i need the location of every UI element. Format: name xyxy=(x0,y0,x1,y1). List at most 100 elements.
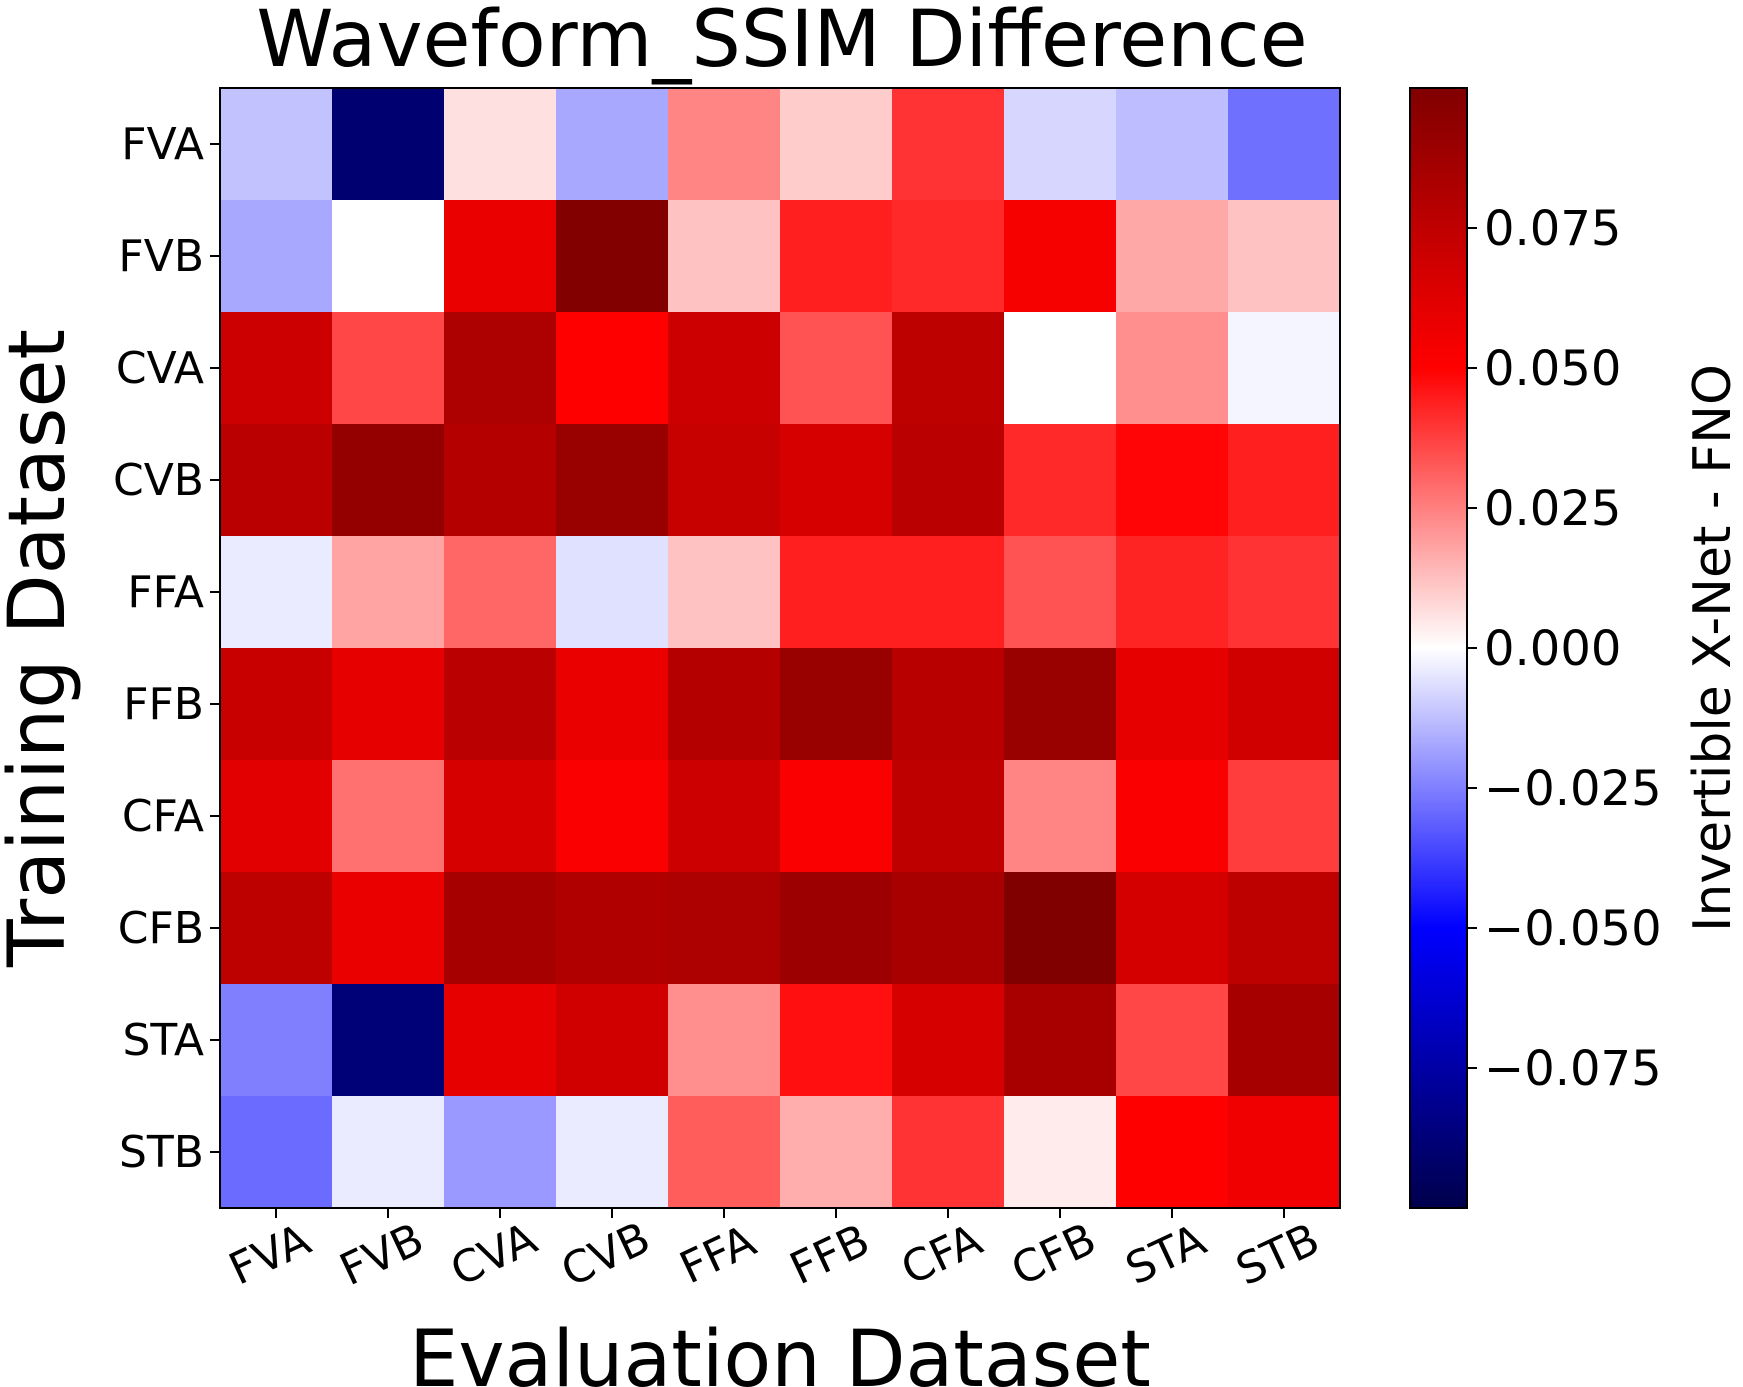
colorbar-tick-label: −0.075 xyxy=(1484,1041,1662,1097)
heatmap-cell-CVB-CVB xyxy=(556,424,669,537)
heatmap-cell-FFA-FFA xyxy=(668,536,781,649)
heatmap-cell-CVB-STB xyxy=(1228,424,1341,537)
heatmap-cell-FFB-FFA xyxy=(668,648,781,761)
heatmap-cell-CFB-CFB xyxy=(1004,872,1117,985)
x-tick-label-STB: STB xyxy=(1229,1214,1328,1296)
heatmap-cell-CFB-STA xyxy=(1116,872,1229,985)
heatmap-cell-CVB-CFA xyxy=(892,424,1005,537)
heatmap-cell-CVA-CFB xyxy=(1004,312,1117,425)
heatmap-cell-CFB-CVB xyxy=(556,872,669,985)
heatmap-cell-FFB-STA xyxy=(1116,648,1229,761)
heatmap-cell-FVB-FVB xyxy=(332,200,445,313)
colorbar-tick-label: −0.025 xyxy=(1484,761,1662,817)
heatmap-cell-FVB-FVA xyxy=(220,200,333,313)
y-tick-label-FFA: FFA xyxy=(127,567,204,618)
heatmap-cell-STA-CFB xyxy=(1004,984,1117,1097)
x-tick-label-CFA: CFA xyxy=(894,1214,990,1295)
heatmap-cell-STA-CVA xyxy=(444,984,557,1097)
y-tick-label-STA: STA xyxy=(123,1015,205,1066)
heatmap-cell-FFA-CFB xyxy=(1004,536,1117,649)
colorbar-tick-label: 0.050 xyxy=(1484,341,1621,397)
heatmap-cell-CFA-FFB xyxy=(780,760,893,873)
heatmap-cell-CFA-CFA xyxy=(892,760,1005,873)
heatmap-cell-CFB-FVA xyxy=(220,872,333,985)
heatmap-cell-CVB-FVA xyxy=(220,424,333,537)
heatmap-cell-CVA-STB xyxy=(1228,312,1341,425)
heatmap-cell-FVB-STA xyxy=(1116,200,1229,313)
heatmap-cell-STA-FFB xyxy=(780,984,893,1097)
heatmap-cell-FVB-FFB xyxy=(780,200,893,313)
heatmap-cell-STA-STB xyxy=(1228,984,1341,1097)
heatmap-cell-CVA-CVA xyxy=(444,312,557,425)
colorbar-label: Invertible X-Net - FNO xyxy=(1683,364,1743,932)
colorbar xyxy=(1409,87,1468,1209)
heatmap-cell-STB-STA xyxy=(1116,1096,1229,1209)
heatmap-cell-STB-CVA xyxy=(444,1096,557,1209)
heatmap-cell-FVA-FVB xyxy=(332,88,445,201)
heatmap-cell-FFA-STA xyxy=(1116,536,1229,649)
heatmap-cell-CFB-FVB xyxy=(332,872,445,985)
heatmap-cell-STA-FVB xyxy=(332,984,445,1097)
heatmap-cell-CVA-FFB xyxy=(780,312,893,425)
heatmap-cell-STA-FFA xyxy=(668,984,781,1097)
heatmap-cell-CFA-STA xyxy=(1116,760,1229,873)
heatmap-cell-CFA-CVB xyxy=(556,760,669,873)
colorbar-tick-label: 0.025 xyxy=(1484,481,1621,537)
heatmap-cell-FFA-FFB xyxy=(780,536,893,649)
x-axis-ticks: FVA FVB CVA CVB FFA FFB CFA CFB STA STB xyxy=(222,1208,1328,1298)
heatmap-cell-FFB-STB xyxy=(1228,648,1341,761)
heatmap-cell-CFB-CFA xyxy=(892,872,1005,985)
heatmap-cell-FFB-CFA xyxy=(892,648,1005,761)
y-tick-label-FVB: FVB xyxy=(118,231,204,282)
heatmap-cell-CVA-FVA xyxy=(220,312,333,425)
heatmap-cell-FVA-CFA xyxy=(892,88,1005,201)
x-tick-label-CVB: CVB xyxy=(554,1213,658,1298)
y-tick-label-CFB: CFB xyxy=(118,903,204,954)
heatmap-cell-CVB-FFA xyxy=(668,424,781,537)
heatmap-cell-STB-FFB xyxy=(780,1096,893,1209)
x-tick-label-STA: STA xyxy=(1118,1215,1213,1296)
heatmap-cell-STB-CVB xyxy=(556,1096,669,1209)
heatmap-cell-CFB-STB xyxy=(1228,872,1341,985)
heatmap-cell-CVB-STA xyxy=(1116,424,1229,537)
heatmap-cell-CVB-CVA xyxy=(444,424,557,537)
x-tick-label-FFA: FFA xyxy=(672,1216,763,1295)
y-tick-label-FFB: FFB xyxy=(123,679,204,730)
x-tick-label-CVA: CVA xyxy=(443,1213,544,1296)
x-tick-label-FFB: FFB xyxy=(782,1215,877,1295)
heatmap-cell-CFB-FFB xyxy=(780,872,893,985)
heatmap-cell-CFA-FFA xyxy=(668,760,781,873)
heatmap-cell-CVB-CFB xyxy=(1004,424,1117,537)
heatmap-cell-FFA-CVB xyxy=(556,536,669,649)
heatmap-cell-FFB-FVA xyxy=(220,648,333,761)
heatmap-cell-CVA-STA xyxy=(1116,312,1229,425)
heatmap-cell-FFB-FFB xyxy=(780,648,893,761)
colorbar-tick-label: 0.000 xyxy=(1484,621,1621,677)
y-tick-label-CVA: CVA xyxy=(116,343,204,394)
heatmap-cell-FVA-FFA xyxy=(668,88,781,201)
heatmap-cell-FVA-CVB xyxy=(556,88,669,201)
heatmap-cells xyxy=(220,88,1341,1209)
plot-frame xyxy=(219,87,1341,1209)
y-tick-label-CFA: CFA xyxy=(122,791,204,842)
heatmap-cell-FFA-FVB xyxy=(332,536,445,649)
heatmap-cell-FVB-CVB xyxy=(556,200,669,313)
heatmap-cell-FFA-STB xyxy=(1228,536,1341,649)
heatmap-cell-CVB-FVB xyxy=(332,424,445,537)
heatmap-cell-STB-STB xyxy=(1228,1096,1341,1209)
heatmap-cell-FVB-CVA xyxy=(444,200,557,313)
heatmap-cell-CVA-CVB xyxy=(556,312,669,425)
heatmap-cell-FVB-STB xyxy=(1228,200,1341,313)
heatmap-cell-CVA-FVB xyxy=(332,312,445,425)
heatmap-cell-CVB-FFB xyxy=(780,424,893,537)
colorbar-ticks: 0.075 0.050 0.025 0.000 −0.025 −0.050 −0.075 xyxy=(1467,201,1662,1097)
x-tick-label-FVB: FVB xyxy=(332,1214,431,1296)
heatmap-cell-STB-FVB xyxy=(332,1096,445,1209)
heatmap-cell-FFA-CFA xyxy=(892,536,1005,649)
heatmap-cell-STB-CFA xyxy=(892,1096,1005,1209)
x-axis-label: Evaluation Dataset xyxy=(409,1315,1151,1387)
y-tick-label-FVA: FVA xyxy=(121,119,204,170)
heatmap-cell-FFA-FVA xyxy=(220,536,333,649)
heatmap-cell-CVA-CFA xyxy=(892,312,1005,425)
heatmap-cell-STA-CFA xyxy=(892,984,1005,1097)
